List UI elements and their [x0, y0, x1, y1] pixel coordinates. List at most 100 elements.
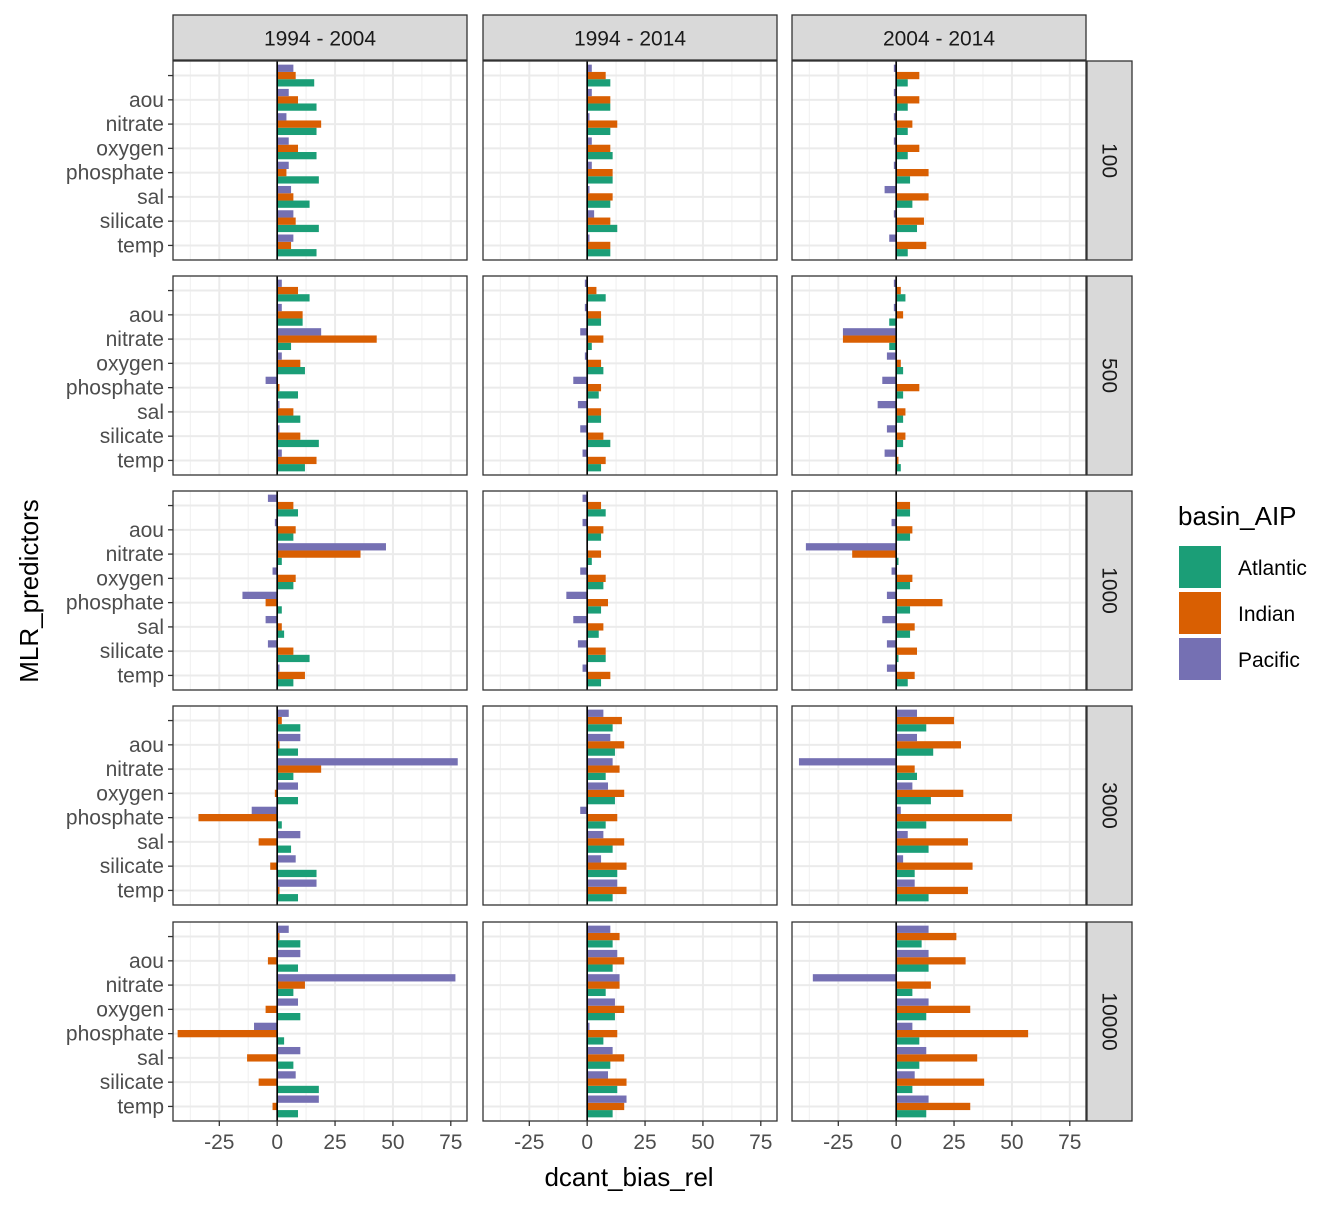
bar-atlantic: [587, 748, 615, 756]
bar-atlantic: [277, 509, 299, 517]
bar-atlantic: [587, 821, 606, 829]
bar-atlantic: [587, 103, 611, 111]
bar-atlantic: [587, 797, 615, 805]
bar-pacific: [587, 1022, 590, 1030]
bar-pacific: [893, 137, 897, 145]
bar-atlantic: [896, 845, 929, 853]
bar-atlantic: [896, 940, 922, 948]
bar-indian: [587, 144, 611, 153]
facet-strip-row-label: 500: [1098, 358, 1121, 393]
bar-atlantic: [277, 1085, 319, 1094]
bar-indian: [587, 1078, 627, 1086]
bar-pacific: [893, 113, 897, 121]
x-tick-label: 50: [691, 1131, 714, 1154]
x-tick-label: -25: [823, 1131, 853, 1154]
bar-indian: [896, 383, 920, 392]
facet-strip-col-label: 1994 - 2014: [574, 28, 686, 51]
bar-indian: [896, 456, 899, 465]
bar-pacific: [580, 425, 588, 433]
bar-indian: [258, 838, 278, 846]
bar-indian: [896, 96, 920, 104]
panel-border: [172, 705, 468, 906]
panel-background: [483, 706, 777, 905]
bar-atlantic: [896, 1085, 913, 1094]
bar-atlantic: [277, 557, 282, 566]
bar-indian: [587, 96, 611, 104]
legend-label: Atlantic: [1238, 557, 1307, 580]
bar-atlantic: [896, 679, 908, 687]
bar-pacific: [877, 400, 897, 409]
bar-pacific: [587, 925, 611, 933]
bar-indian: [277, 120, 322, 128]
bar-atlantic: [277, 797, 299, 805]
bar-indian: [852, 550, 897, 558]
facet-strip-row: 3000: [1086, 705, 1133, 906]
facet-strip-row-label: 100: [1098, 143, 1121, 178]
bar-indian: [587, 1005, 625, 1014]
bar-pacific: [277, 328, 322, 336]
bar-atlantic: [277, 724, 301, 732]
bar-indian: [587, 789, 625, 798]
bar-pacific: [886, 352, 897, 360]
bar-atlantic: [896, 797, 931, 805]
bar-atlantic: [587, 1013, 615, 1021]
bar-atlantic: [587, 940, 613, 948]
facet-strip-row-bg: [1086, 705, 1133, 906]
bar-indian: [587, 1054, 625, 1062]
bar-indian: [896, 838, 968, 846]
bar-pacific: [587, 974, 620, 982]
bar-pacific: [587, 998, 615, 1006]
bar-pacific: [265, 615, 278, 624]
bar-indian: [896, 1054, 978, 1062]
bar-indian: [896, 193, 929, 201]
bar-atlantic: [896, 533, 911, 541]
bar-indian: [587, 886, 627, 895]
bar-indian: [277, 408, 294, 416]
bar-pacific: [277, 925, 289, 933]
y-tick-label: nitrate: [106, 758, 164, 781]
bar-pacific: [587, 185, 590, 194]
bar-indian: [896, 647, 918, 655]
bar-pacific: [886, 640, 897, 648]
y-tick-label: silicate: [100, 640, 164, 663]
bar-atlantic: [587, 1085, 618, 1094]
bar-atlantic: [896, 294, 906, 302]
bar-pacific: [886, 425, 897, 433]
bar-pacific: [587, 137, 592, 145]
x-tick-label: 75: [1058, 1131, 1081, 1154]
bar-pacific: [254, 1022, 278, 1030]
bar-indian: [896, 286, 901, 295]
bar-indian: [587, 359, 602, 368]
bar-atlantic: [587, 988, 606, 997]
bar-pacific: [277, 210, 294, 218]
bar-indian: [177, 1029, 278, 1038]
bar-atlantic: [587, 869, 618, 878]
bar-pacific: [587, 88, 592, 97]
bar-atlantic: [896, 582, 911, 590]
bar-pacific: [277, 830, 301, 839]
facet-panel: [791, 490, 1087, 691]
bar-indian: [587, 311, 602, 319]
bar-indian: [277, 741, 280, 749]
panels-layer: 1994 - 2004 1994 - 2014 2004 - 20141005001…: [66, 14, 1133, 1154]
bar-indian: [587, 741, 625, 749]
bar-indian: [270, 862, 278, 870]
bar-pacific: [277, 709, 289, 717]
panel-border: [482, 490, 778, 691]
bar-atlantic: [277, 79, 315, 87]
bar-indian: [274, 789, 278, 798]
bar-pacific: [805, 543, 897, 551]
panel-background: [792, 61, 1086, 260]
bar-atlantic: [587, 724, 613, 732]
bar-pacific: [587, 758, 613, 766]
bar-pacific: [566, 591, 588, 599]
bar-pacific: [842, 328, 897, 336]
bar-indian: [277, 359, 301, 368]
bar-pacific: [587, 855, 602, 863]
bar-pacific: [587, 210, 595, 218]
bar-pacific: [886, 591, 897, 599]
bar-indian: [587, 501, 602, 510]
bar-pacific: [277, 303, 282, 312]
bar-atlantic: [277, 152, 317, 160]
